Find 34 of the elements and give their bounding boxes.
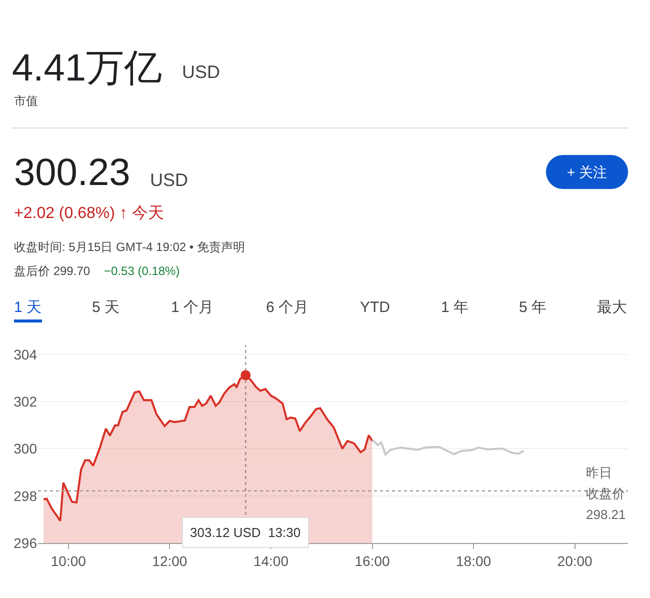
text: 1 个月 bbox=[171, 299, 214, 316]
annotation: 收盘价 bbox=[586, 486, 625, 501]
text: −0.53 (0.18%) bbox=[104, 264, 180, 278]
x-tick-label: 18:00 bbox=[456, 552, 492, 569]
text: YTD bbox=[360, 299, 390, 316]
y-tick-label: 300 bbox=[14, 440, 38, 457]
line-series bbox=[371, 440, 525, 456]
x-tick-label: 10:00 bbox=[50, 552, 86, 569]
text: + 关注 bbox=[567, 164, 608, 180]
text: 盘后价 299.70 bbox=[14, 264, 90, 278]
text: 300.23 bbox=[14, 152, 130, 194]
y-tick-label: 296 bbox=[14, 534, 38, 551]
text: USD bbox=[182, 62, 220, 82]
x-tick-label: 14:00 bbox=[253, 552, 289, 569]
text: 1 年 bbox=[441, 299, 469, 316]
text: 5 年 bbox=[519, 299, 547, 316]
y-tick-label: 298 bbox=[14, 488, 38, 504]
text: 6 个月 bbox=[266, 299, 309, 316]
text: 5 天 bbox=[92, 299, 120, 316]
y-tick-label: 304 bbox=[14, 346, 38, 362]
text: 1 天 bbox=[14, 299, 42, 316]
text: USD bbox=[150, 170, 188, 190]
x-tick-label: 12:00 bbox=[152, 552, 188, 569]
annotation: 昨日 bbox=[586, 465, 612, 480]
chart-subtitle: 市值 bbox=[14, 94, 38, 108]
chart-title: 4.41万亿 bbox=[12, 47, 162, 90]
y-tick-label: 302 bbox=[14, 393, 38, 410]
text: +2.02 (0.68%) ↑ 今天 bbox=[14, 205, 164, 222]
x-tick-label: 16:00 bbox=[354, 552, 390, 569]
text: 最大 bbox=[597, 299, 627, 316]
x-tick-label: 20:00 bbox=[557, 552, 593, 569]
ref-line-label: 298.21 bbox=[586, 507, 626, 522]
text: 收盘时间: 5月15日 GMT-4 19:02 • 免责声明 bbox=[14, 240, 245, 254]
annotation: 303.12 USD 13:30 bbox=[190, 525, 301, 540]
